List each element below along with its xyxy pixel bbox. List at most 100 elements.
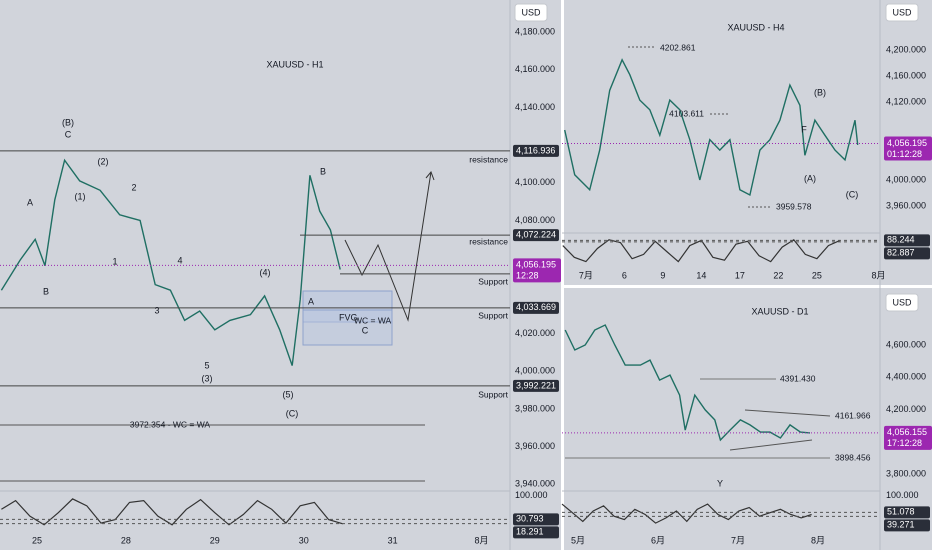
- chart-title: XAUUSD - H1: [266, 59, 323, 69]
- y-tick-label: 4,120.000: [886, 96, 926, 106]
- osc-reading-label: 18.291: [516, 527, 544, 537]
- annotation: Y: [717, 478, 723, 488]
- x-tick-label: 31: [388, 535, 398, 545]
- annotation: (4): [260, 267, 271, 277]
- x-tick-label: 28: [121, 535, 131, 545]
- annotation: (3): [202, 373, 213, 383]
- last-price-label: 4,056.155: [887, 427, 927, 437]
- y-tick-label: 4,200.000: [886, 404, 926, 414]
- level-label: 4,033.669: [516, 302, 556, 312]
- countdown-label: 01:12:28: [887, 149, 922, 159]
- level-box: [513, 379, 559, 392]
- annotation: (B): [62, 117, 74, 127]
- osc-reading-label: 51.078: [887, 507, 915, 517]
- annotation: (1): [75, 191, 86, 201]
- x-tick-label: 30: [299, 535, 309, 545]
- level-label: 4,116.936: [516, 145, 555, 155]
- annotation: A: [27, 197, 33, 207]
- y-tick-label: 4,400.000: [886, 372, 926, 382]
- annotation: 4103.611: [669, 108, 704, 118]
- x-tick-label: 8月: [811, 535, 825, 545]
- unit-label: USD: [892, 297, 912, 307]
- annotation: 4161.966: [835, 410, 871, 420]
- annotation: 3898.456: [835, 452, 871, 462]
- level-box: [513, 301, 559, 314]
- y-tick-label: 3,960.000: [515, 441, 555, 451]
- y-tick-label: 3,800.000: [886, 469, 926, 479]
- x-tick-label: 25: [32, 535, 42, 545]
- annotation: 2: [131, 182, 136, 192]
- annotation: 5: [204, 360, 209, 370]
- level-label: 3,992.221: [516, 380, 556, 390]
- annotation: (C): [846, 189, 859, 199]
- unit-box: [885, 293, 919, 312]
- level-label: 4,072.224: [516, 230, 556, 240]
- annotation: (2): [98, 156, 109, 166]
- annotation: Support: [478, 310, 508, 320]
- annotation: B: [43, 286, 49, 296]
- x-tick-label: 6: [622, 270, 627, 280]
- annotation: WC = WA: [354, 315, 392, 325]
- annotation: resistance: [469, 154, 508, 164]
- unit-label: USD: [892, 7, 912, 17]
- annotation: B: [320, 166, 326, 176]
- y-tick-label: 4,160.000: [515, 64, 555, 74]
- level-box: [513, 229, 559, 242]
- projection-path: [344, 171, 432, 322]
- x-tick-label: 5月: [571, 535, 585, 545]
- osc-reading-box: [884, 247, 930, 260]
- y-tick-label: 4,160.000: [886, 70, 926, 80]
- annotation: (A): [804, 173, 816, 183]
- annotation: 3959.578: [776, 201, 812, 211]
- y-tick-label: 4,000.000: [886, 174, 926, 184]
- x-tick-label: 8月: [871, 270, 885, 280]
- osc-reading-box: [513, 513, 559, 526]
- annotation: 4391.430: [780, 373, 816, 383]
- x-tick-label: 7月: [579, 270, 593, 280]
- y-tick-label: 4,200.000: [886, 44, 926, 54]
- annotation: (B): [814, 87, 826, 97]
- osc-reading-label: 30.793: [516, 514, 544, 524]
- y-tick-label: 4,000.000: [515, 366, 555, 376]
- osc-reading-label: 39.271: [887, 520, 915, 530]
- price-line: [564, 58, 859, 197]
- y-tick-label: 4,140.000: [515, 102, 555, 112]
- osc-reading-label: 82.887: [887, 248, 915, 258]
- osc-reading-box: [884, 506, 930, 519]
- y-tick-label: 4,100.000: [515, 177, 555, 187]
- osc-tick-label: 100.000: [515, 490, 548, 500]
- annotation: FVG: [339, 312, 358, 322]
- annotation: C: [362, 325, 369, 335]
- chart-title: XAUUSD - D1: [751, 306, 808, 316]
- annotation: Support: [478, 389, 508, 399]
- annotation: 4: [177, 255, 182, 265]
- x-tick-label: 7月: [731, 535, 745, 545]
- oscillator-line: [561, 503, 812, 524]
- projection-arrowhead: [425, 171, 435, 181]
- level-box: [513, 144, 559, 157]
- chart-title: XAUUSD - H4: [727, 22, 784, 32]
- annotation: 4202.861: [660, 42, 696, 52]
- osc-reading-box: [513, 526, 559, 539]
- fvg-zone: [302, 309, 393, 346]
- last-price-label: 4,056.195: [887, 138, 927, 148]
- last-price-label: 4,056.195: [516, 260, 556, 270]
- triangle-top: [744, 409, 831, 417]
- y-tick-label: 3,940.000: [515, 479, 555, 489]
- annotation: C: [65, 129, 72, 139]
- annotation: resistance: [469, 236, 508, 246]
- price-line: [0, 158, 341, 366]
- osc-reading-label: 88.244: [887, 235, 915, 245]
- unit-label: USD: [521, 7, 541, 17]
- annotation: Support: [478, 276, 508, 286]
- y-tick-label: 4,020.000: [515, 328, 555, 338]
- price-line: [564, 324, 811, 442]
- y-tick-label: 3,980.000: [515, 403, 555, 413]
- annotation: 1: [112, 256, 117, 266]
- x-tick-label: 9: [660, 270, 665, 280]
- last-price-box: [884, 136, 932, 161]
- x-tick-label: 14: [696, 270, 706, 280]
- x-tick-label: 6月: [651, 535, 665, 545]
